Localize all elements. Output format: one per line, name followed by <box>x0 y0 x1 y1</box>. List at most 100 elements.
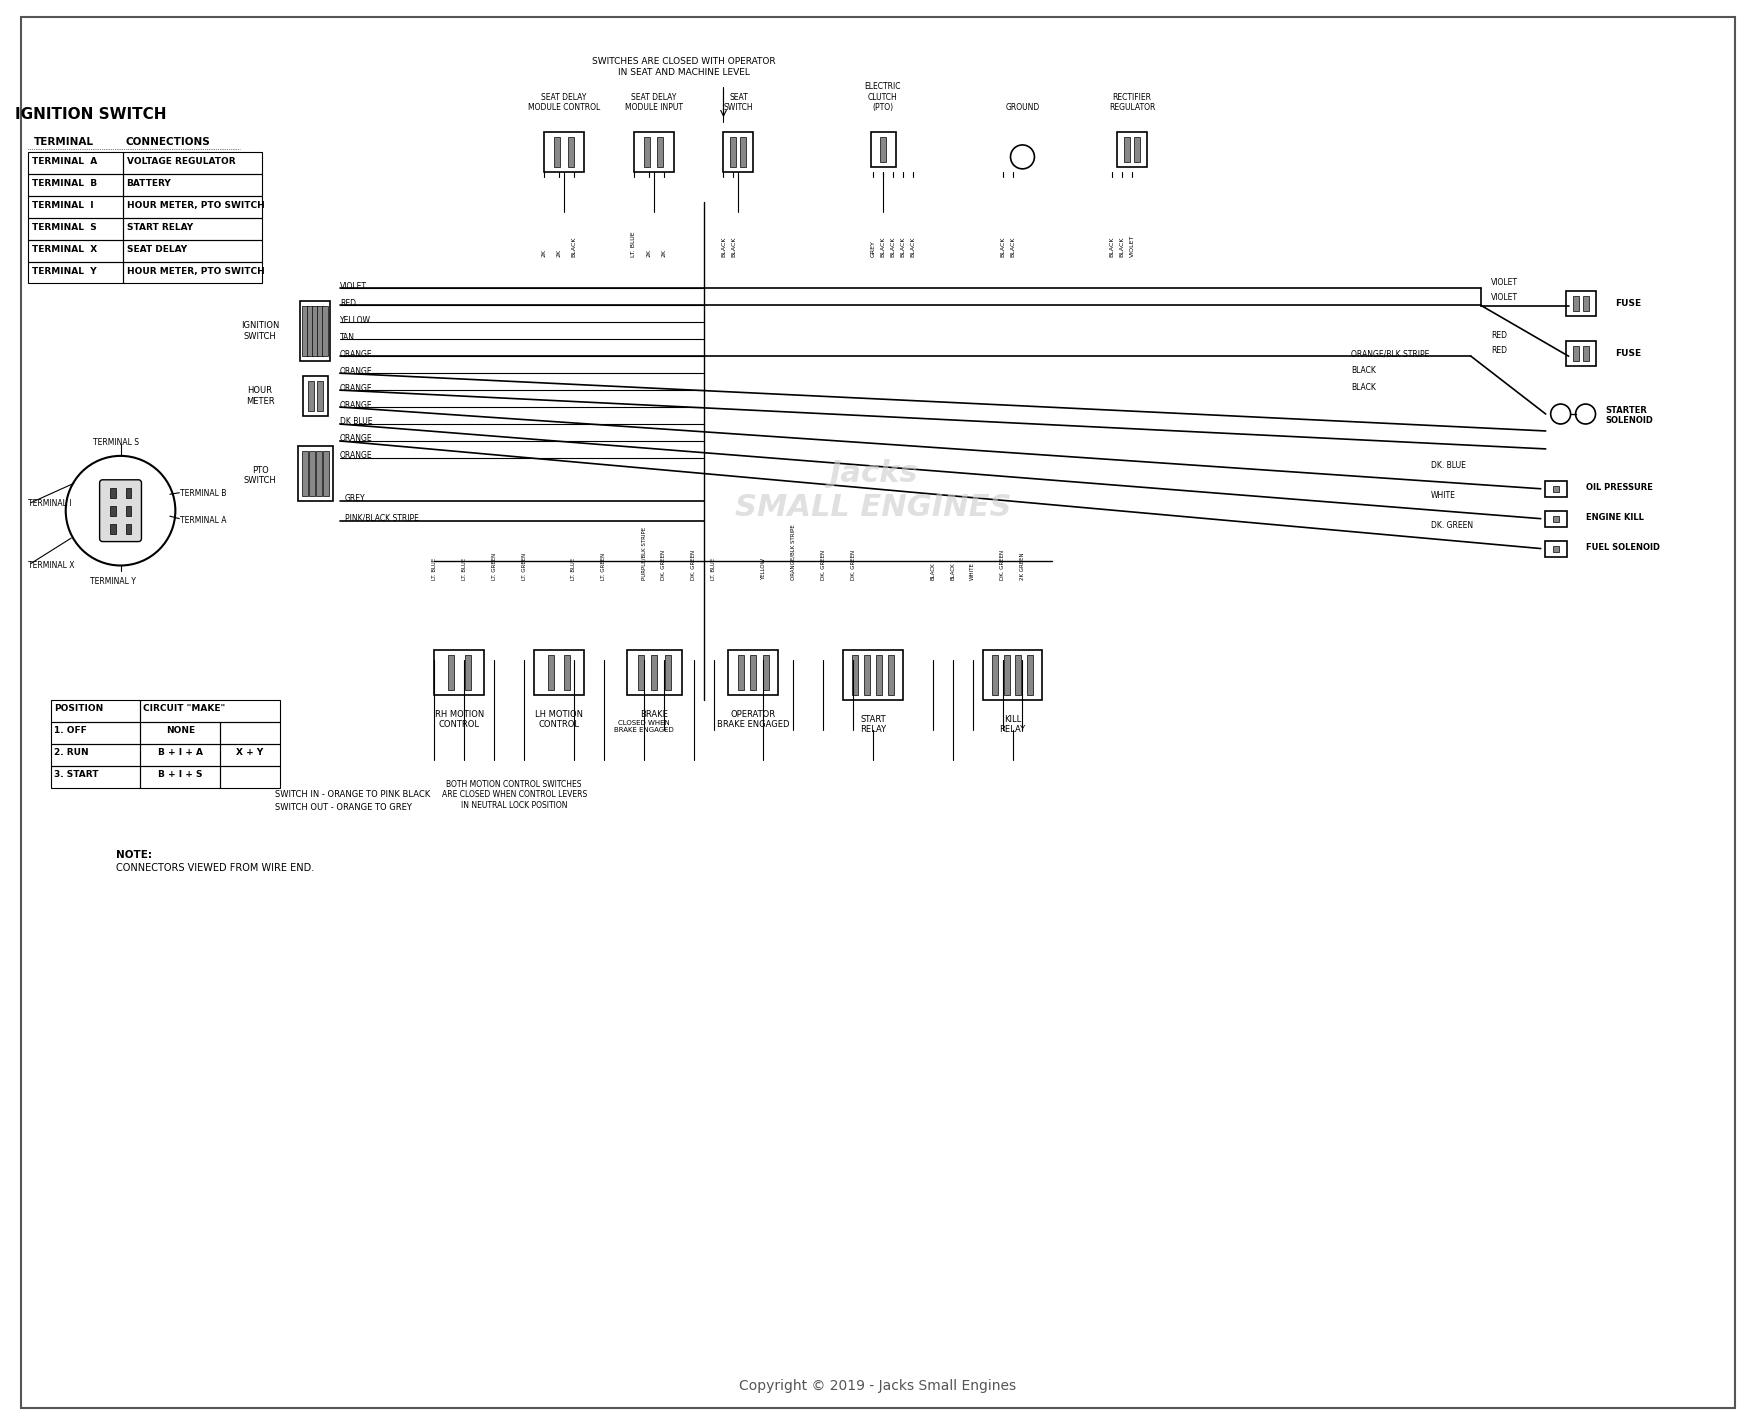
Bar <box>567 137 574 167</box>
Bar <box>651 655 658 690</box>
Bar <box>877 655 882 694</box>
Bar <box>123 153 262 174</box>
Bar <box>303 376 327 416</box>
Text: GREY: GREY <box>870 240 875 257</box>
Bar <box>1566 341 1596 366</box>
Bar <box>1015 655 1022 694</box>
Bar <box>123 218 262 240</box>
Text: LT. GREEN: LT. GREEN <box>522 553 527 580</box>
Bar <box>864 655 870 694</box>
Text: DK. GREEN: DK. GREEN <box>999 550 1004 580</box>
Text: LT. BLUE: LT. BLUE <box>432 559 438 580</box>
Text: GREY: GREY <box>345 493 366 503</box>
Text: LT. GREEN: LT. GREEN <box>492 553 497 580</box>
Text: TERMINAL  X: TERMINAL X <box>31 245 96 254</box>
Text: TERMINAL B: TERMINAL B <box>180 489 228 498</box>
Text: TERMINAL S: TERMINAL S <box>93 438 138 446</box>
Text: BLACK: BLACK <box>910 237 915 257</box>
Bar <box>852 655 858 694</box>
Text: ORANGE: ORANGE <box>340 349 373 359</box>
Text: ORANGE: ORANGE <box>340 366 373 375</box>
Text: TERMINAL Y: TERMINAL Y <box>89 578 135 586</box>
Text: POSITION: POSITION <box>54 704 103 713</box>
Bar <box>306 307 313 356</box>
Text: BLACK: BLACK <box>1010 237 1015 257</box>
Text: TERMINAL  S: TERMINAL S <box>31 222 96 231</box>
Text: BLACK: BLACK <box>880 237 886 257</box>
Bar <box>740 137 747 167</box>
Bar <box>738 655 744 690</box>
Bar <box>982 650 1043 700</box>
Bar <box>110 488 116 498</box>
Text: DK. GREEN: DK. GREEN <box>1432 520 1474 529</box>
Text: PURPLE/BLK STRIPE: PURPLE/BLK STRIPE <box>640 528 646 580</box>
Bar <box>644 137 649 167</box>
Bar <box>220 744 280 766</box>
Bar <box>317 307 322 356</box>
Text: BLACK: BLACK <box>1120 237 1125 257</box>
Bar <box>322 451 329 496</box>
Bar <box>308 381 315 411</box>
Bar <box>544 133 584 173</box>
Bar <box>1552 546 1559 552</box>
Text: DK. GREEN: DK. GREEN <box>821 550 826 580</box>
Text: VIOLET: VIOLET <box>1491 294 1517 302</box>
Text: STARTER
SOLENOID: STARTER SOLENOID <box>1605 406 1654 425</box>
Text: LT. BLUE: LT. BLUE <box>462 559 467 580</box>
Text: IGNITION
SWITCH: IGNITION SWITCH <box>242 321 280 341</box>
Bar <box>1124 137 1130 163</box>
Bar <box>534 650 584 694</box>
Text: IGNITION SWITCH: IGNITION SWITCH <box>16 107 166 123</box>
Text: BLACK: BLACK <box>721 237 726 257</box>
Bar <box>728 650 779 694</box>
Text: VIOLET: VIOLET <box>1129 234 1134 257</box>
Text: SEAT DELAY
MODULE INPUT: SEAT DELAY MODULE INPUT <box>625 93 682 113</box>
Bar <box>220 766 280 787</box>
Bar <box>723 133 754 173</box>
Text: RED: RED <box>1491 331 1507 341</box>
Bar <box>634 133 674 173</box>
Bar <box>548 655 553 690</box>
Text: TERMINAL  Y: TERMINAL Y <box>31 267 96 275</box>
Text: ORANGE/BLK STRIPE: ORANGE/BLK STRIPE <box>791 525 796 580</box>
Bar <box>751 655 756 690</box>
Text: BLACK: BLACK <box>572 237 576 257</box>
Text: 2K: 2K <box>662 248 667 257</box>
Text: ORANGE: ORANGE <box>340 452 373 461</box>
Text: ELECTRIC
CLUTCH
(PTO): ELECTRIC CLUTCH (PTO) <box>864 83 901 113</box>
Bar <box>312 307 318 356</box>
Text: CIRCUIT "MAKE": CIRCUIT "MAKE" <box>144 704 226 713</box>
FancyBboxPatch shape <box>100 479 142 542</box>
Bar <box>887 655 894 694</box>
Bar <box>626 650 682 694</box>
Bar <box>665 655 670 690</box>
Bar <box>1545 481 1566 496</box>
Text: RED: RED <box>1491 347 1507 355</box>
Bar <box>28 174 123 195</box>
Text: GROUND: GROUND <box>1004 103 1040 113</box>
Text: TERMINAL  A: TERMINAL A <box>31 157 96 165</box>
Text: TAN: TAN <box>340 332 355 342</box>
Text: WHITE: WHITE <box>1432 491 1456 499</box>
Bar <box>1566 291 1596 317</box>
Bar <box>1134 137 1139 163</box>
Text: B + I + S: B + I + S <box>158 770 203 779</box>
Text: LT. BLUE: LT. BLUE <box>632 231 637 257</box>
Text: LT. GREEN: LT. GREEN <box>602 553 607 580</box>
Text: BLACK: BLACK <box>891 237 896 257</box>
Text: BLACK: BLACK <box>950 563 956 580</box>
Bar <box>322 307 327 356</box>
Text: 3. START: 3. START <box>54 770 98 779</box>
Bar <box>1582 297 1589 311</box>
Bar <box>220 722 280 744</box>
Text: PTO
SWITCH: PTO SWITCH <box>243 466 276 485</box>
Text: HOUR METER, PTO SWITCH: HOUR METER, PTO SWITCH <box>126 267 264 275</box>
Text: BRAKE: BRAKE <box>640 710 668 719</box>
Text: LT. BLUE: LT. BLUE <box>572 559 576 580</box>
Bar <box>564 655 570 690</box>
Text: BATTERY: BATTERY <box>126 178 172 188</box>
Bar <box>880 137 887 163</box>
Text: 2K: 2K <box>541 248 546 257</box>
Text: 2K: 2K <box>646 248 651 257</box>
Text: START
RELAY: START RELAY <box>859 714 886 734</box>
